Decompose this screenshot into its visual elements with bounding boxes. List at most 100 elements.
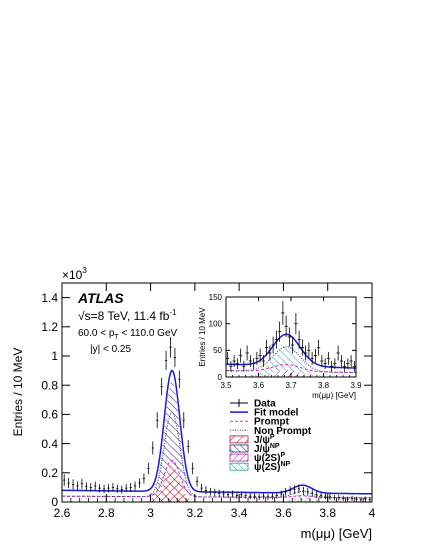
data-point <box>271 493 274 500</box>
data-point <box>284 487 287 496</box>
data-point <box>317 339 321 356</box>
data-point <box>142 473 146 484</box>
data-point <box>326 351 330 365</box>
data-point <box>125 484 128 493</box>
data-point <box>346 358 350 369</box>
legend-item-jpsi_p: J/ψP <box>229 434 275 446</box>
data-point <box>204 486 208 495</box>
atlas-label: ATLAS <box>77 290 124 306</box>
pt-range-label: 60.0 < pT < 110.0 GeV <box>78 328 178 341</box>
data-point <box>252 358 256 369</box>
data-point <box>328 493 332 500</box>
data-point <box>274 330 278 349</box>
data-point <box>359 497 363 502</box>
data-point <box>343 361 347 372</box>
y-axis-exponent: ×103 <box>62 266 87 282</box>
data-point <box>156 412 159 429</box>
legend-label: Non Prompt <box>254 426 312 437</box>
data-point <box>278 321 282 342</box>
data-point <box>67 477 70 489</box>
y-tick-label: 0 <box>51 495 58 509</box>
data-point <box>311 489 314 497</box>
data-point <box>242 361 246 372</box>
legend-label: ψ(2S)P <box>254 452 285 464</box>
inset-y-ticks: 0 50 100 150 <box>209 293 356 382</box>
data-point <box>116 484 119 493</box>
x-tick-label: 3.4 <box>231 506 248 520</box>
main-data-points <box>63 337 371 502</box>
data-point <box>213 488 216 497</box>
data-point <box>333 494 336 501</box>
inset-y-axis-label: Entries / 10 MeV <box>198 307 207 367</box>
data-point <box>320 355 324 367</box>
data-point <box>336 345 340 361</box>
y-tick-label: 0.4 <box>41 437 58 451</box>
main-fit-curves <box>61 369 373 499</box>
inset-data-points <box>226 301 356 372</box>
data-point <box>244 492 247 499</box>
data-point <box>218 489 221 497</box>
data-point <box>191 462 194 475</box>
data-point <box>324 493 327 500</box>
data-point <box>310 351 314 365</box>
data-point <box>111 483 115 492</box>
data-point <box>297 484 301 494</box>
data-point <box>313 348 317 363</box>
x-tick-label: 2.8 <box>98 506 115 520</box>
data-point <box>262 493 265 500</box>
data-point <box>306 487 309 496</box>
data-point <box>355 496 358 502</box>
data-point <box>160 377 163 396</box>
data-point <box>255 351 259 365</box>
data-point <box>271 336 275 354</box>
data-point <box>94 481 97 491</box>
data-point <box>226 491 230 499</box>
data-point <box>249 493 252 500</box>
data-point <box>107 484 110 493</box>
legend-item-prompt: Prompt <box>230 417 290 428</box>
data-point <box>319 492 323 499</box>
data-point <box>330 361 334 372</box>
data-point <box>248 355 252 367</box>
data-point <box>85 482 88 492</box>
psi2s-nonprompt-fill <box>226 345 356 377</box>
data-point <box>337 494 340 501</box>
data-point <box>253 493 256 500</box>
prompt-curve <box>61 459 372 499</box>
data-point <box>268 345 272 361</box>
main-x-ticks: 2.6 2.8 3 3.2 3.4 3.6 3.8 4 <box>54 283 376 520</box>
data-point <box>300 339 304 356</box>
legend-item-data: Data <box>230 399 276 410</box>
data-point <box>226 351 230 365</box>
y-tick-label: 150 <box>209 293 223 302</box>
data-point <box>89 483 92 492</box>
data-point <box>138 478 141 488</box>
data-point <box>229 361 233 372</box>
data-point <box>187 439 190 454</box>
fit-model-curve <box>61 369 373 495</box>
data-point <box>178 370 181 389</box>
y-tick-label: 0 <box>218 373 223 382</box>
fit-model-curve <box>225 333 357 369</box>
x-tick-label: 3.9 <box>350 381 362 390</box>
inset-x-ticks: 3.5 3.6 3.7 3.8 3.9 <box>220 297 362 390</box>
data-point <box>222 490 225 498</box>
x-tick-label: 3.8 <box>318 381 330 390</box>
data-point <box>297 330 301 349</box>
data-point <box>323 358 327 369</box>
data-point <box>315 491 318 499</box>
data-point <box>169 337 172 358</box>
x-tick-label: 3.7 <box>285 381 297 390</box>
data-point <box>352 361 356 372</box>
energy-lumi-label: √s=8 TeV, 11.4 fb-1 <box>78 308 177 323</box>
x-tick-label: 3.8 <box>319 506 336 520</box>
data-point <box>164 350 168 370</box>
data-point <box>182 412 185 429</box>
legend-label: Data <box>254 399 276 410</box>
data-point <box>281 301 285 325</box>
data-point <box>231 490 234 498</box>
x-tick-label: 3.6 <box>253 381 265 390</box>
data-point <box>232 355 236 367</box>
